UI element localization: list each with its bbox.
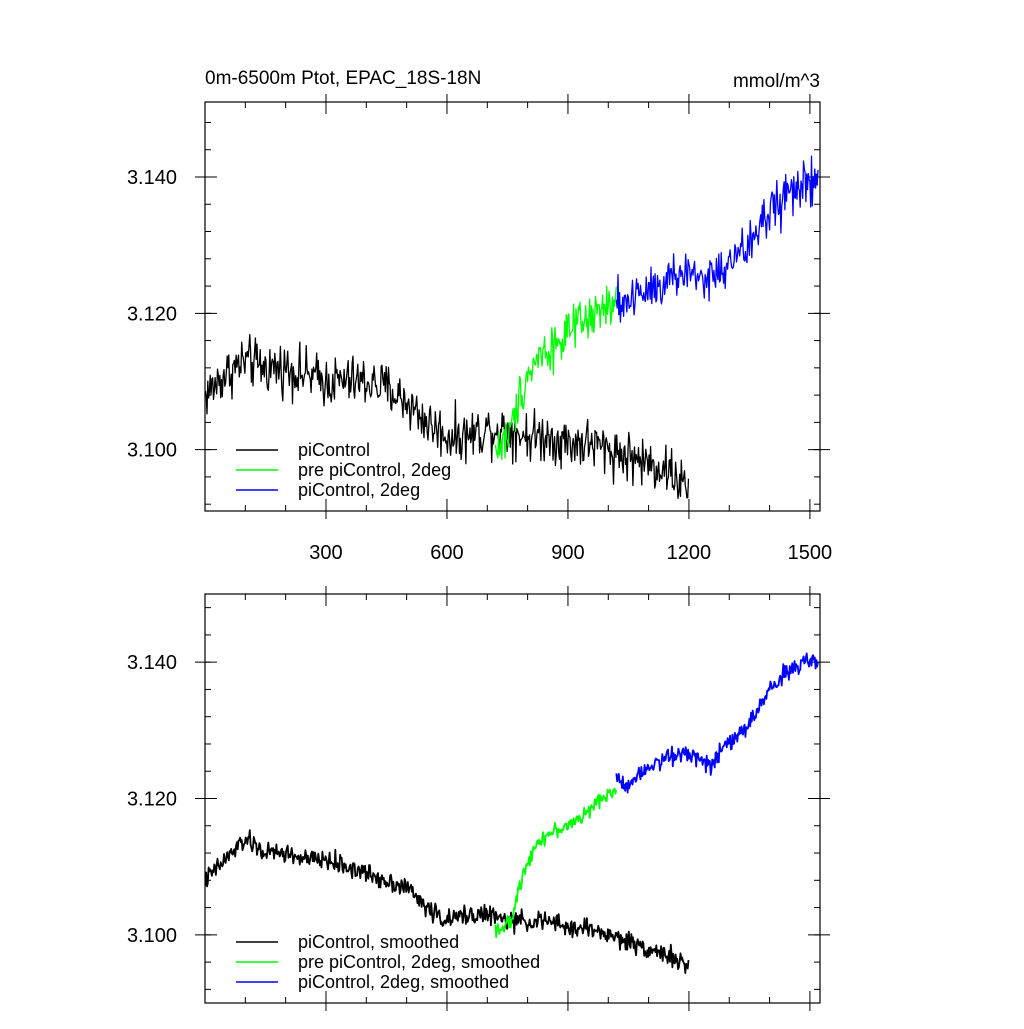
x-tick-label: 900 <box>551 542 584 564</box>
y-tick-label: 3.100 <box>127 440 177 462</box>
x-tick-label: 1200 <box>667 542 712 564</box>
top-panel: 300 600 900 1200 1500 3.100 3.120 3.140 piContro… <box>127 94 832 564</box>
y-tick-label: 3.140 <box>127 167 177 189</box>
legend-entry: piControl, 2deg, smoothed <box>298 972 509 992</box>
y-tick-label: 3.140 <box>127 652 177 674</box>
legend-entry: pre piControl, 2deg, smoothed <box>298 952 540 972</box>
series-line-2 <box>615 652 819 794</box>
series-line-0 <box>205 829 690 974</box>
units-label: mmol/m^3 <box>733 71 820 92</box>
y-tick-label: 3.120 <box>127 789 177 811</box>
series-line-1 <box>494 285 617 461</box>
legend-entry: piControl, smoothed <box>298 932 459 952</box>
x-tick-label: 600 <box>430 542 463 564</box>
y-tick-label: 3.120 <box>127 303 177 325</box>
chart-title: 0m-6500m Ptot, EPAC_18S-18N <box>205 68 481 89</box>
series-line-2 <box>615 155 819 323</box>
legend-entry: piControl, 2deg <box>298 480 420 500</box>
x-tick-label: 1500 <box>788 542 833 564</box>
plot-frame <box>204 101 821 512</box>
y-tick-label: 3.100 <box>127 925 177 947</box>
legend-entry: pre piControl, 2deg <box>298 460 451 480</box>
series-line-1 <box>494 787 618 939</box>
legend-entry: piControl <box>298 440 370 460</box>
series-line-0 <box>205 333 690 500</box>
x-tick-label: 300 <box>309 542 342 564</box>
